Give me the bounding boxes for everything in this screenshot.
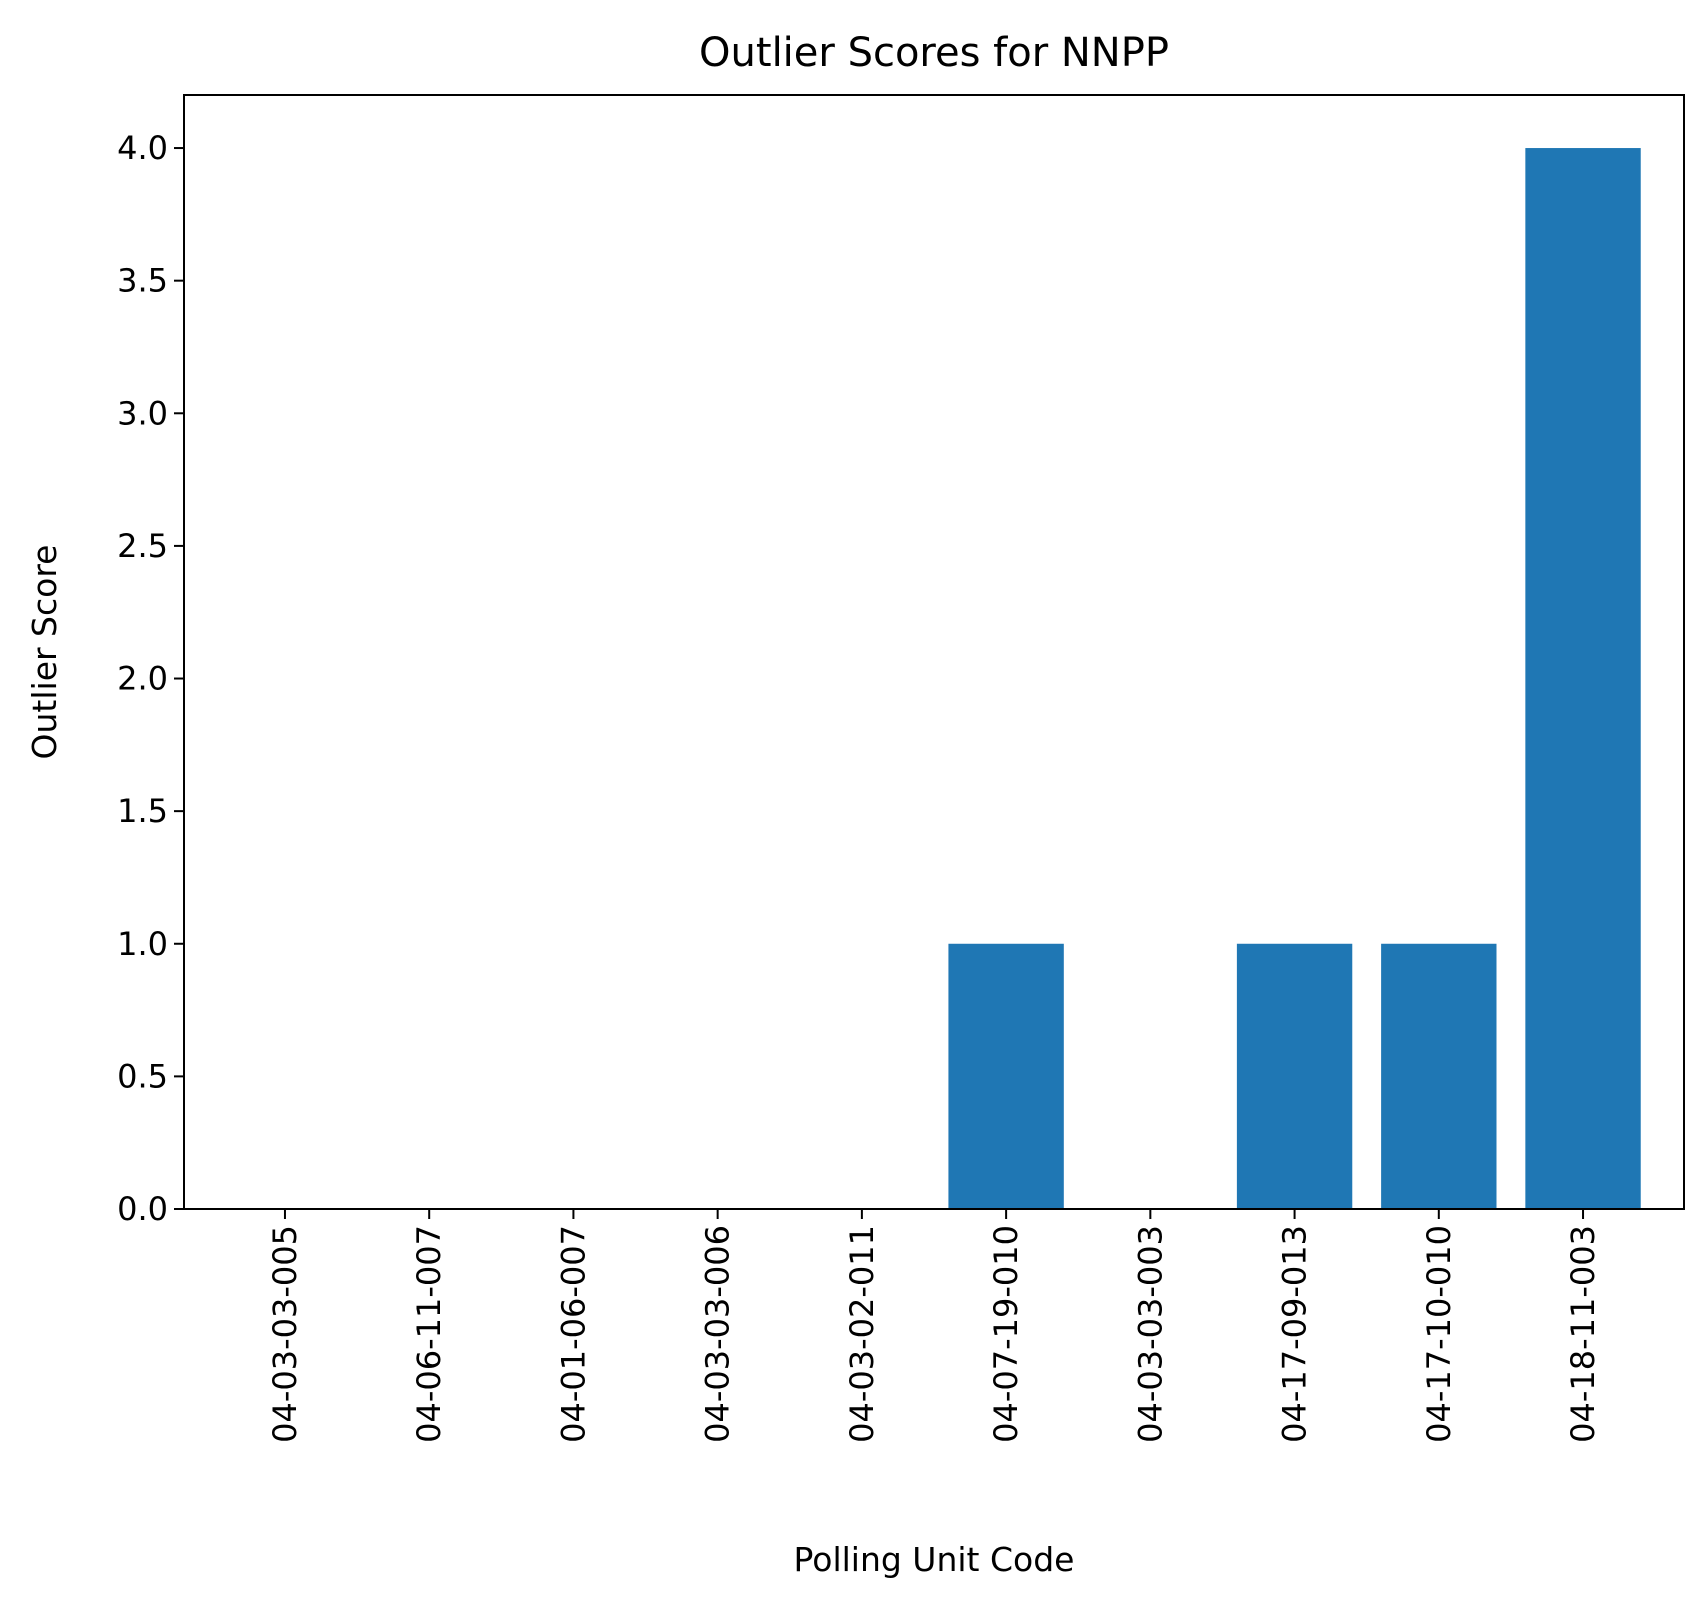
y-tick-label: 3.5	[117, 262, 168, 300]
x-axis-label: Polling Unit Code	[794, 1540, 1075, 1579]
y-tick-label: 2.5	[117, 527, 168, 565]
x-tick-label: 04-03-02-011	[843, 1225, 881, 1443]
bar-04-07-19-010	[948, 943, 1064, 1209]
y-tick-label: 1.0	[117, 925, 168, 963]
y-tick-label: 0.0	[117, 1190, 168, 1228]
y-tick-label: 4.0	[117, 129, 168, 167]
plot-frame	[183, 94, 1685, 1210]
bar-04-17-10-010	[1381, 943, 1497, 1209]
y-tick-label: 1.5	[117, 792, 168, 830]
y-tick-label: 3.0	[117, 394, 168, 432]
bar-04-18-11-003	[1525, 148, 1641, 1210]
x-tick-label: 04-17-10-010	[1420, 1225, 1458, 1443]
x-tick-label: 04-03-03-003	[1131, 1225, 1169, 1443]
y-axis-ticks: 0.0 0.5 1.0 1.5 2.0 2.5 3.0 3.5 4.0	[117, 129, 184, 1228]
bars-group	[948, 148, 1641, 1210]
y-tick-label: 0.5	[117, 1057, 168, 1095]
y-tick-label: 2.0	[117, 660, 168, 698]
x-tick-label: 04-01-06-007	[554, 1225, 592, 1443]
y-axis-label: Outlier Score	[25, 545, 64, 760]
x-tick-label: 04-03-03-006	[699, 1225, 737, 1443]
x-tick-label: 04-06-11-007	[410, 1225, 448, 1443]
x-tick-label: 04-03-03-005	[266, 1225, 304, 1443]
x-tick-label: 04-07-19-010	[987, 1225, 1025, 1443]
x-tick-label: 04-17-09-013	[1276, 1225, 1314, 1443]
x-tick-label: 04-18-11-003	[1564, 1225, 1602, 1443]
bar-04-17-09-013	[1236, 943, 1353, 1209]
chart-title: Outlier Scores for NNPP	[699, 30, 1169, 76]
x-axis-ticks: 04-03-03-005 04-06-11-007 04-01-06-007 04-0…	[266, 1209, 1602, 1443]
